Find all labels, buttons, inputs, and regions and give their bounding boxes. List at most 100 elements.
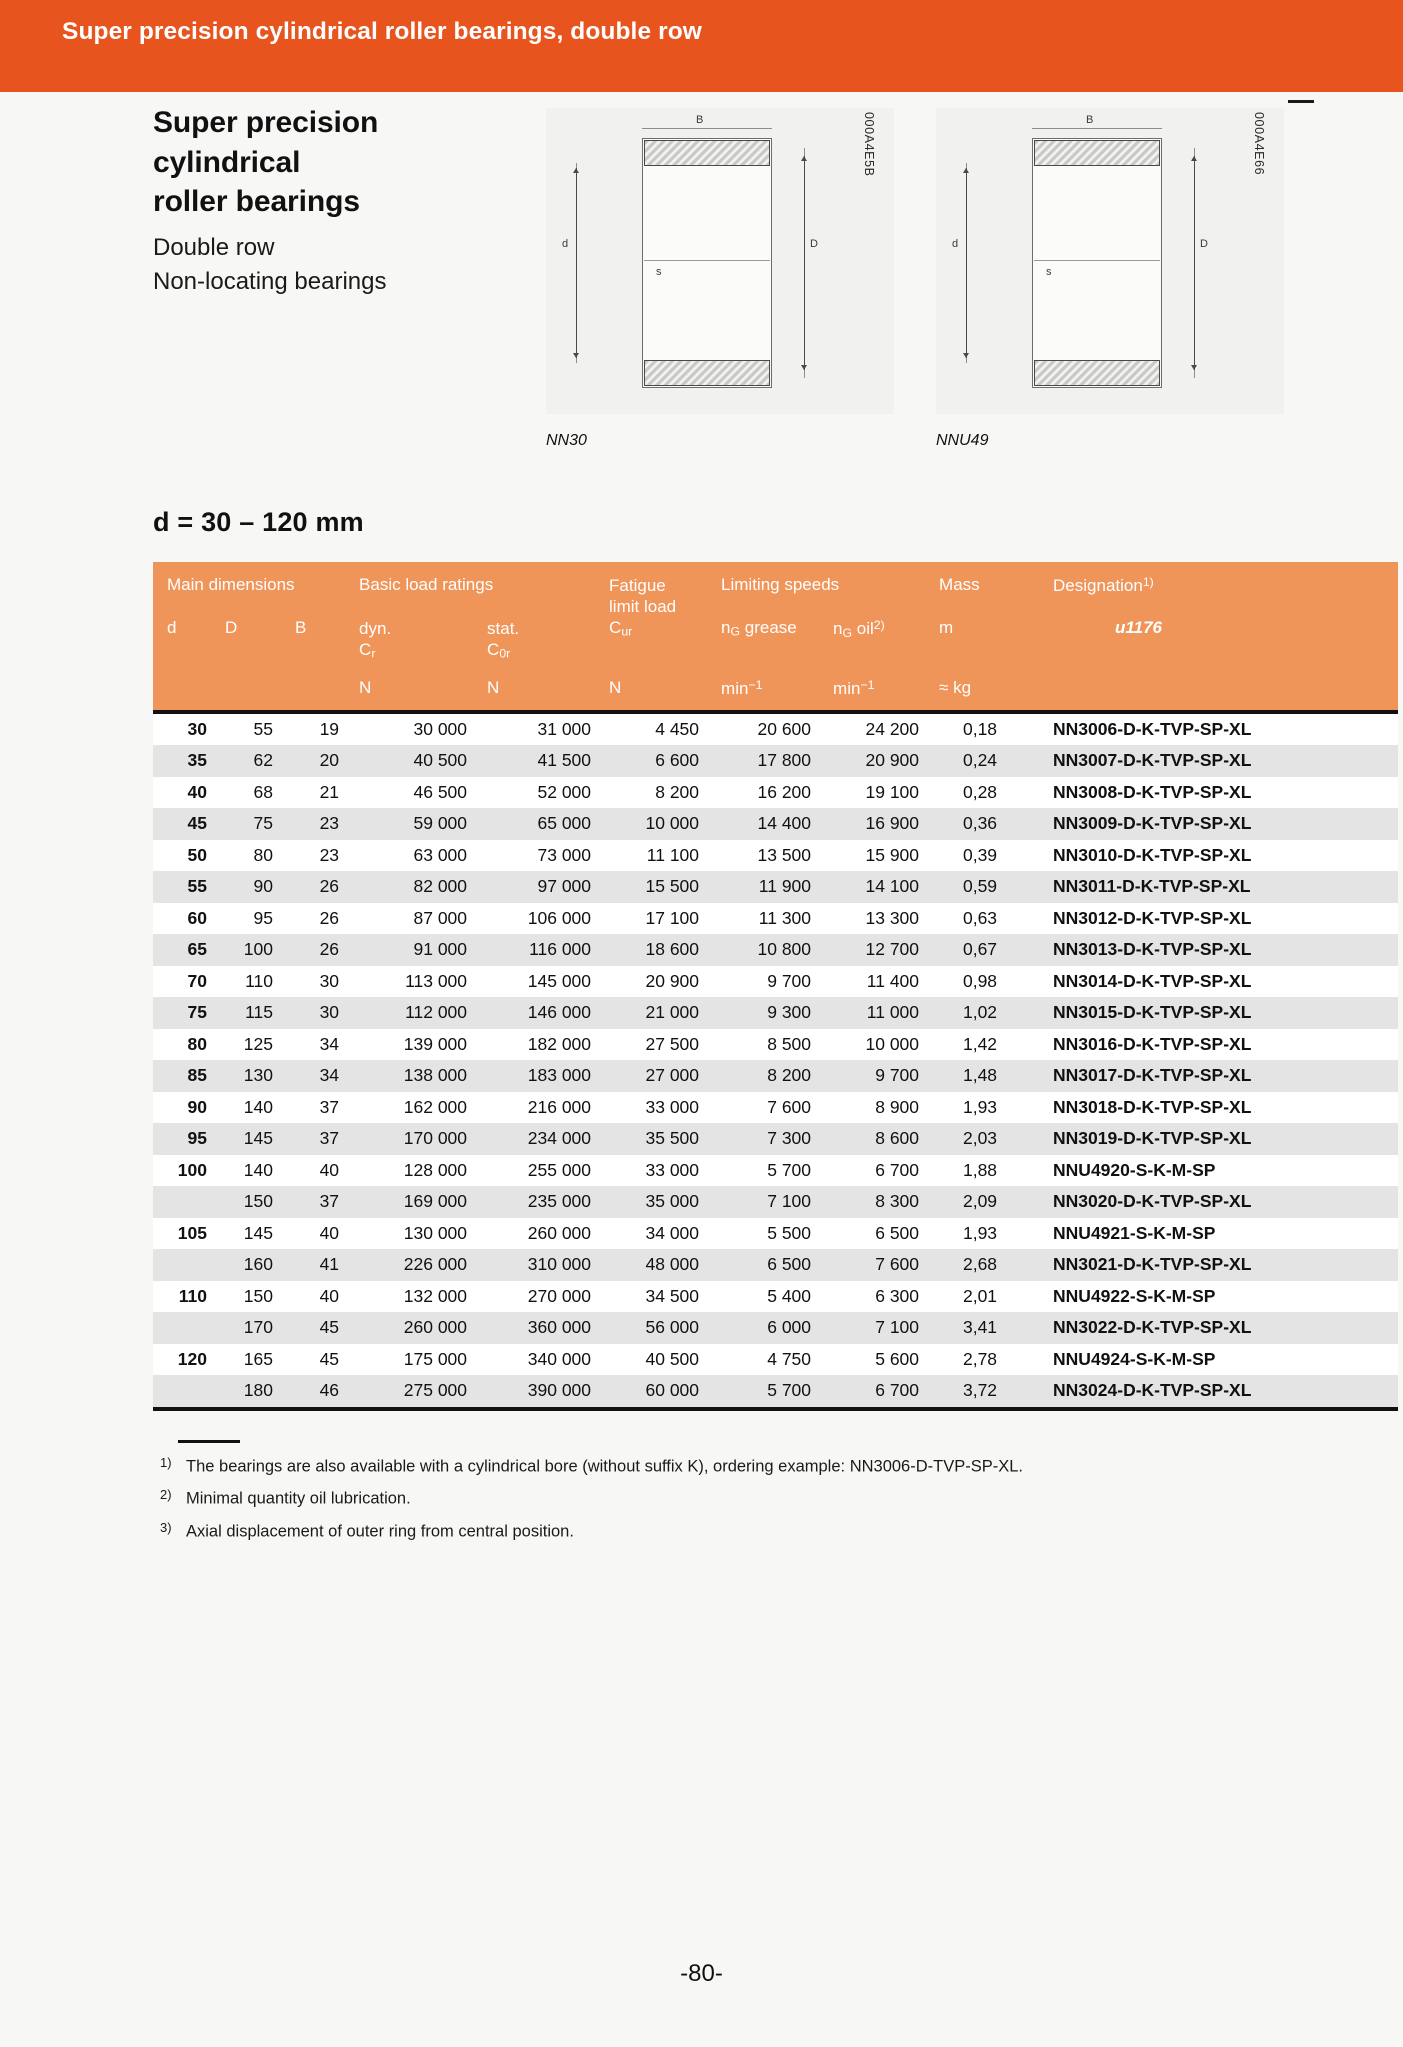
cell-dynamic-load-cr: 87 000: [355, 902, 484, 934]
cell-outer-diameter-D: 165: [215, 1343, 287, 1375]
cell-mass: 0,24: [935, 745, 1020, 777]
cell-fatigue-limit-cur: 21 000: [605, 997, 718, 1029]
cell-limiting-speed-grease: 5 500: [717, 1217, 830, 1249]
cell-bore-d: 105: [153, 1217, 215, 1249]
table-row: 160 41 226 000 310 000 48 000 6 500 7 600 2,68 N…: [153, 1249, 1399, 1281]
cell-static-load-c0r: 235 000: [483, 1186, 606, 1218]
cell-width-B: 46: [287, 1375, 356, 1407]
table-row: 35 62 20 40 500 41 500 6 600 17 800 20 900 0,24 N…: [153, 745, 1399, 777]
cell-outer-diameter-D: 90: [215, 871, 287, 903]
table-header: Main dimensions Basic load ratings Fatig…: [153, 562, 1399, 710]
table-row: 55 90 26 82 000 97 000 15 500 11 900 14 100 0,59…: [153, 871, 1399, 903]
cell-fatigue-limit-cur: 56 000: [605, 1312, 718, 1344]
header-symbol-cur: Cur: [605, 617, 718, 678]
cell-bore-d: 70: [153, 965, 215, 997]
table-row: 110 150 40 132 000 270 000 34 500 5 400 6 300 2,…: [153, 1280, 1399, 1312]
cell-outer-diameter-D: 75: [215, 808, 287, 840]
cell-width-B: 26: [287, 934, 356, 966]
cell-limiting-speed-grease: 10 800: [717, 934, 830, 966]
cell-dynamic-load-cr: 132 000: [355, 1280, 484, 1312]
header-symbol-ng-grease: nG grease: [717, 617, 830, 678]
cell-dynamic-load-cr: 113 000: [355, 965, 484, 997]
cell-static-load-c0r: 146 000: [483, 997, 606, 1029]
centre-line: [644, 260, 770, 261]
header-group-main-dimensions: Main dimensions: [153, 562, 356, 618]
cell-static-load-c0r: 182 000: [483, 1028, 606, 1060]
cell-limiting-speed-oil: 6 500: [829, 1217, 936, 1249]
roller-row-bottom: [1034, 360, 1160, 386]
footnote-1: 1) The bearings are also available with a…: [160, 1450, 1310, 1483]
cell-mass: 3,41: [935, 1312, 1020, 1344]
table-row: 105 145 40 130 000 260 000 34 000 5 500 6 500 1,…: [153, 1217, 1399, 1249]
dimension-line-B: [1032, 128, 1162, 129]
label-B: B: [1086, 114, 1094, 126]
header-unit-cr: N: [355, 677, 484, 710]
cell-limiting-speed-oil: 6 300: [829, 1280, 936, 1312]
cell-fatigue-limit-cur: 33 000: [605, 1091, 718, 1123]
cell-outer-diameter-D: 160: [215, 1249, 287, 1281]
cell-designation: NN3024-D-K-TVP-SP-XL: [1019, 1375, 1399, 1407]
cell-designation: NNU4924-S-K-M-SP: [1019, 1343, 1399, 1375]
cell-dynamic-load-cr: 91 000: [355, 934, 484, 966]
cell-width-B: 45: [287, 1343, 356, 1375]
cell-dynamic-load-cr: 169 000: [355, 1186, 484, 1218]
cell-width-B: 20: [287, 745, 356, 777]
cell-bore-d: 40: [153, 776, 215, 808]
cell-limiting-speed-grease: 7 300: [717, 1123, 830, 1155]
cell-mass: 1,48: [935, 1060, 1020, 1092]
table-row: 150 37 169 000 235 000 35 000 7 100 8 300 2,09 N…: [153, 1186, 1399, 1218]
cell-outer-diameter-D: 80: [215, 839, 287, 871]
cell-limiting-speed-grease: 11 900: [717, 871, 830, 903]
label-d: d: [562, 238, 569, 250]
cell-designation: NN3011-D-K-TVP-SP-XL: [1019, 871, 1399, 903]
footnotes: 1) The bearings are also available with a…: [160, 1440, 1310, 1548]
drawing-code-nn30: 000A4E5B: [862, 112, 876, 177]
cell-bore-d: 30: [153, 713, 215, 745]
header-designation-note: u1176: [1019, 617, 1399, 678]
specification-table-wrapper: Main dimensions Basic load ratings Fatig…: [153, 562, 1399, 1411]
cell-bore-d: 120: [153, 1343, 215, 1375]
cell-bore-d: [153, 1249, 215, 1281]
cell-outer-diameter-D: 140: [215, 1091, 287, 1123]
table-body: 30 55 19 30 000 31 000 4 450 20 600 24 200 0,18 N…: [153, 713, 1399, 1407]
cell-width-B: 23: [287, 839, 356, 871]
centre-line: [1034, 260, 1160, 261]
cell-limiting-speed-oil: 14 100: [829, 871, 936, 903]
header-group-limiting-speeds: Limiting speeds: [717, 562, 936, 618]
cell-bore-d: 100: [153, 1154, 215, 1186]
cell-static-load-c0r: 310 000: [483, 1249, 606, 1281]
header-unit-ng-grease: min−1: [717, 677, 830, 710]
cell-dynamic-load-cr: 162 000: [355, 1091, 484, 1123]
cell-limiting-speed-oil: 11 000: [829, 997, 936, 1029]
cell-outer-diameter-D: 145: [215, 1217, 287, 1249]
cell-fatigue-limit-cur: 34 500: [605, 1280, 718, 1312]
cell-limiting-speed-grease: 5 700: [717, 1154, 830, 1186]
table-row: 45 75 23 59 000 65 000 10 000 14 400 16 900 0,36…: [153, 808, 1399, 840]
cell-mass: 3,72: [935, 1375, 1020, 1407]
footnote-2-text: Minimal quantity oil lubrication.: [186, 1489, 411, 1508]
header-group-fatigue-limit-load: Fatigue limit load: [605, 562, 718, 618]
cell-dynamic-load-cr: 40 500: [355, 745, 484, 777]
footnote-2-marker: 2): [160, 1487, 172, 1503]
cell-width-B: 21: [287, 776, 356, 808]
cell-bore-d: 90: [153, 1091, 215, 1123]
cell-bore-d: 55: [153, 871, 215, 903]
bearing-drawing-nn30: d D B s 000A4E5B: [546, 108, 894, 414]
cell-limiting-speed-oil: 7 100: [829, 1312, 936, 1344]
cell-static-load-c0r: 260 000: [483, 1217, 606, 1249]
roller-row-top: [644, 140, 770, 166]
cell-outer-diameter-D: 95: [215, 902, 287, 934]
page-title: Super precision cylindrical roller beari…: [153, 103, 573, 222]
cell-bore-d: 35: [153, 745, 215, 777]
table-row: 100 140 40 128 000 255 000 33 000 5 700 6 700 1,…: [153, 1154, 1399, 1186]
cell-limiting-speed-grease: 4 750: [717, 1343, 830, 1375]
page-title-line3: roller bearings: [153, 185, 360, 219]
page-title-line2: cylindrical: [153, 145, 301, 179]
cell-fatigue-limit-cur: 8 200: [605, 776, 718, 808]
footnote-3: 3) Axial displacement of outer ring from …: [160, 1515, 1310, 1548]
cell-static-load-c0r: 145 000: [483, 965, 606, 997]
cell-width-B: 37: [287, 1123, 356, 1155]
cell-dynamic-load-cr: 275 000: [355, 1375, 484, 1407]
cell-bore-d: 85: [153, 1060, 215, 1092]
cell-mass: 0,18: [935, 713, 1020, 745]
